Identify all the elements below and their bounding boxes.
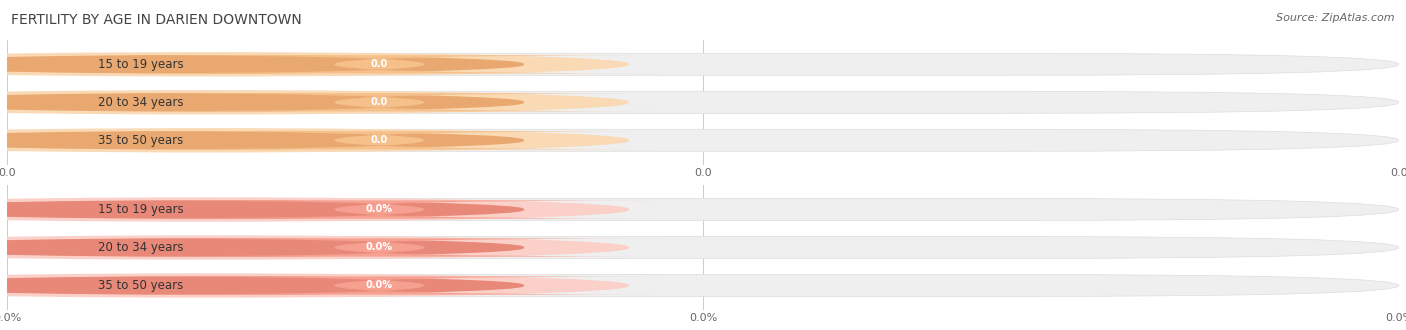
- Text: 20 to 34 years: 20 to 34 years: [97, 241, 183, 254]
- FancyBboxPatch shape: [90, 93, 668, 112]
- Circle shape: [0, 277, 523, 294]
- Text: 15 to 19 years: 15 to 19 years: [97, 203, 183, 216]
- Circle shape: [0, 201, 523, 218]
- FancyBboxPatch shape: [7, 275, 1399, 297]
- FancyBboxPatch shape: [90, 131, 668, 149]
- Circle shape: [0, 56, 523, 73]
- FancyBboxPatch shape: [7, 53, 1399, 75]
- FancyBboxPatch shape: [7, 198, 1399, 220]
- Text: 0.0: 0.0: [371, 97, 388, 107]
- Text: 0.0%: 0.0%: [366, 205, 392, 214]
- Text: 0.0%: 0.0%: [366, 280, 392, 290]
- FancyBboxPatch shape: [7, 91, 1399, 113]
- Circle shape: [0, 239, 523, 256]
- Circle shape: [0, 94, 523, 111]
- Text: Source: ZipAtlas.com: Source: ZipAtlas.com: [1277, 13, 1395, 23]
- Circle shape: [0, 198, 628, 221]
- FancyBboxPatch shape: [90, 238, 668, 257]
- FancyBboxPatch shape: [7, 238, 418, 257]
- FancyBboxPatch shape: [7, 54, 418, 74]
- FancyBboxPatch shape: [7, 130, 418, 150]
- FancyBboxPatch shape: [90, 200, 668, 218]
- Text: 0.0: 0.0: [371, 135, 388, 145]
- Circle shape: [0, 274, 628, 297]
- Text: 15 to 19 years: 15 to 19 years: [97, 58, 183, 71]
- Circle shape: [0, 236, 628, 259]
- FancyBboxPatch shape: [7, 92, 418, 112]
- Text: 35 to 50 years: 35 to 50 years: [97, 134, 183, 147]
- Text: 0.0%: 0.0%: [366, 243, 392, 252]
- Text: 0.0: 0.0: [371, 59, 388, 69]
- Circle shape: [0, 132, 523, 149]
- FancyBboxPatch shape: [90, 55, 668, 73]
- FancyBboxPatch shape: [7, 237, 1399, 258]
- FancyBboxPatch shape: [7, 129, 1399, 151]
- Circle shape: [0, 53, 628, 76]
- Text: 20 to 34 years: 20 to 34 years: [97, 96, 183, 109]
- Circle shape: [0, 91, 628, 114]
- Text: FERTILITY BY AGE IN DARIEN DOWNTOWN: FERTILITY BY AGE IN DARIEN DOWNTOWN: [11, 13, 302, 27]
- FancyBboxPatch shape: [90, 277, 668, 295]
- FancyBboxPatch shape: [7, 200, 418, 219]
- Circle shape: [0, 129, 628, 152]
- Text: 35 to 50 years: 35 to 50 years: [97, 279, 183, 292]
- FancyBboxPatch shape: [7, 276, 418, 295]
